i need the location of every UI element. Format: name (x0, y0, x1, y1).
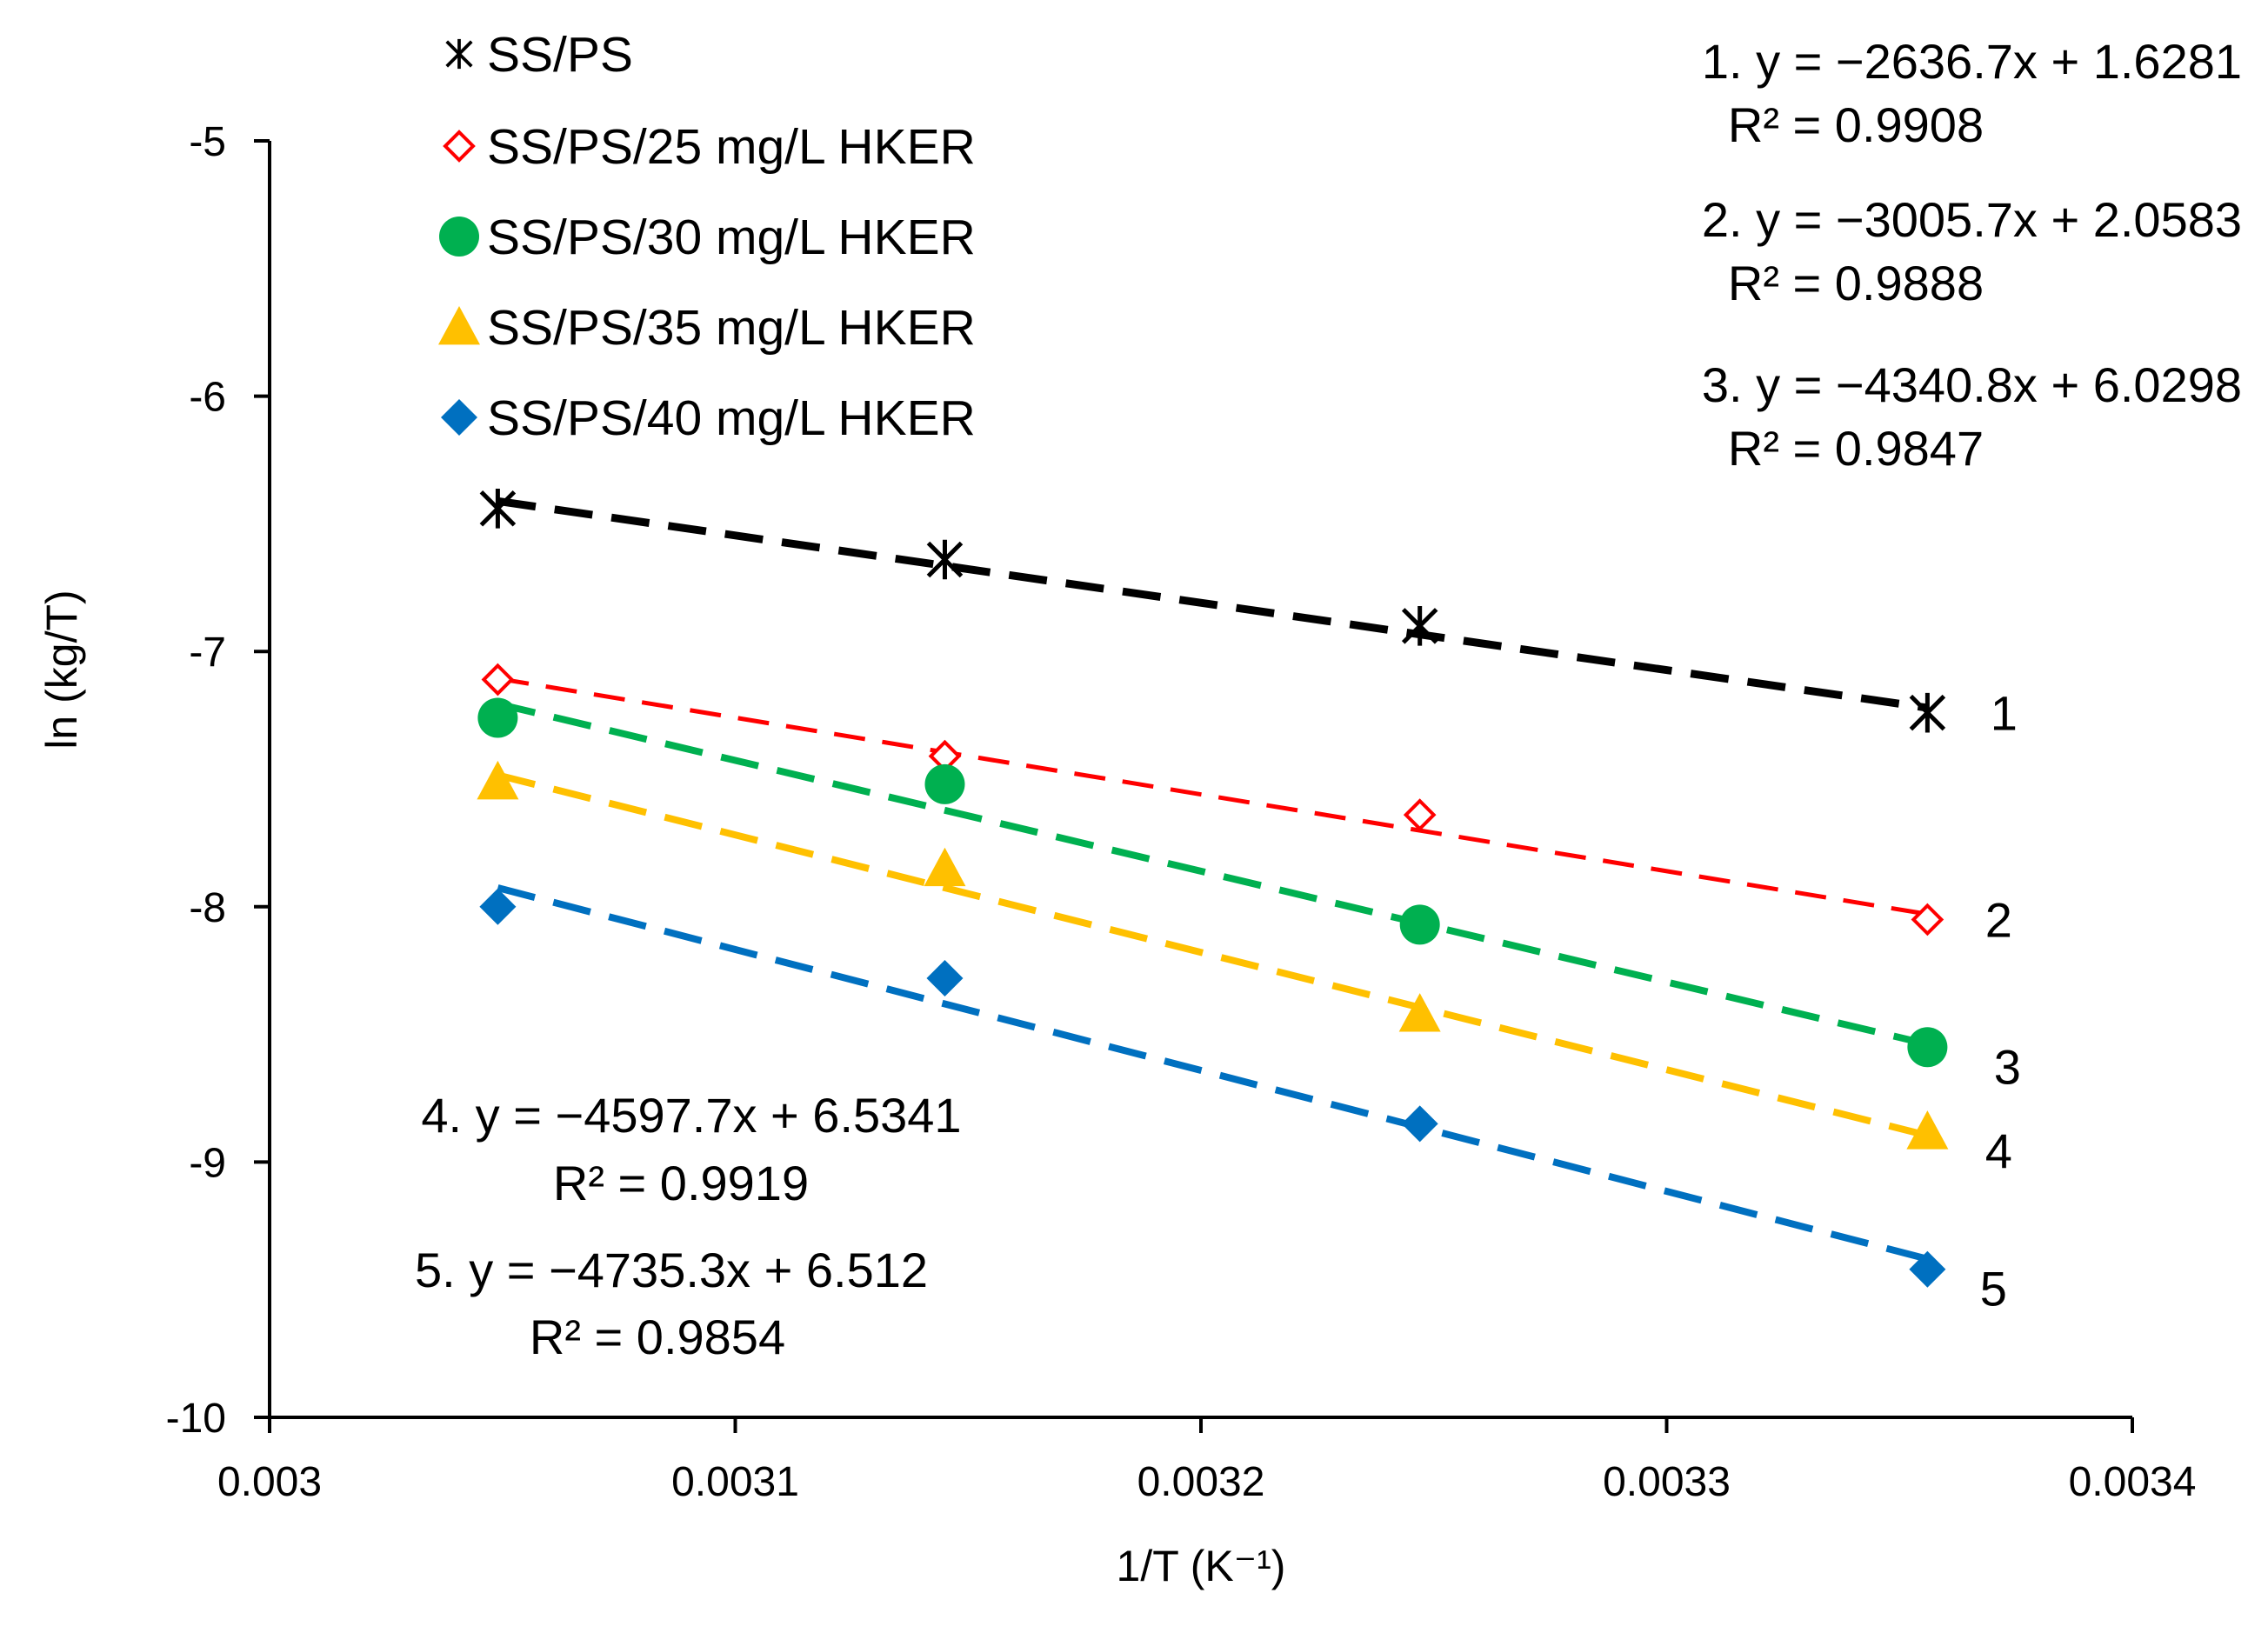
series-number-label: 1 (1991, 686, 2018, 741)
r-squared-text: R² = 0.9888 (1728, 256, 1984, 310)
equation-text: 2. y = −3005.7x + 2.0583 (1702, 192, 2242, 247)
y-axis-title: ln (kg/T) (37, 590, 86, 749)
data-point-series-4 (1398, 993, 1441, 1032)
diamond-open-shape (481, 663, 515, 697)
r-squared-text: R² = 0.9919 (553, 1156, 809, 1210)
data-point-series-1 (926, 539, 964, 580)
legend-label: SS/PS/30 mg/L HKER (487, 210, 976, 265)
data-point-series-3 (924, 763, 965, 804)
y-tick-label: -9 (189, 1140, 226, 1186)
legend-marker (441, 399, 477, 436)
x-tick-label: 0.0033 (1603, 1459, 1731, 1505)
circle-shape (439, 217, 479, 257)
circle-shape (1907, 1027, 1948, 1068)
x-axis-ticks: 0.003 0.0031 0.0032 0.0033 0.0034 (217, 1417, 2196, 1505)
data-point-series-2 (481, 663, 515, 697)
x-tick-label: 0.0032 (1137, 1459, 1265, 1505)
data-point-series-3 (1399, 904, 1440, 945)
series-number-labels: 1 2 3 4 5 (1980, 686, 2021, 1316)
triangle-shape (1906, 1110, 1949, 1150)
diamond-open-shape (1911, 903, 1944, 936)
diamond-open-shape (443, 130, 476, 163)
series-number-label: 4 (1985, 1123, 2012, 1178)
diamond-shape (926, 960, 964, 997)
diamond-open-shape (1403, 798, 1437, 831)
y-tick-label: -7 (189, 630, 226, 676)
legend: SS/PS SS/PS/25 mg/L HKER SS/PS/30 mg/L HKE… (438, 27, 976, 446)
equation-text: 4. y = −4597.7x + 6.5341 (421, 1088, 961, 1143)
series-number-label: 2 (1985, 892, 2012, 947)
circle-shape (477, 697, 518, 738)
y-tick-label: -10 (166, 1396, 226, 1442)
data-point-series-1 (1401, 606, 1438, 646)
y-axis-ticks: -5 -6 -7 -8 -9 -10 (166, 119, 270, 1442)
r-squared-text: R² = 0.9908 (1728, 97, 1984, 152)
equation-text: 3. y = −4340.8x + 6.0298 (1702, 357, 2242, 412)
x-tick-label: 0.0034 (2069, 1459, 2197, 1505)
equation-text: 5. y = −4735.3x + 6.512 (415, 1243, 928, 1297)
data-point-series-2 (1911, 903, 1944, 936)
data-point-series-3 (1907, 1027, 1948, 1068)
diamond-shape (441, 399, 477, 436)
legend-marker (445, 38, 473, 70)
legend-label: SS/PS/40 mg/L HKER (487, 390, 976, 446)
r-squared-text: R² = 0.9847 (1728, 421, 1984, 476)
triangle-shape (924, 847, 966, 887)
data-point-series-4 (1906, 1110, 1949, 1150)
data-point-series-5 (479, 888, 517, 925)
y-tick-label: -6 (189, 375, 226, 421)
legend-marker (439, 217, 479, 257)
data-point-series-2 (1403, 798, 1437, 831)
legend-label: SS/PS/35 mg/L HKER (487, 300, 976, 356)
trendline-5 (497, 884, 1929, 1263)
trendline-equations: 1. y = −2636.7x + 1.6281 R² = 0.9908 2. y … (415, 34, 2242, 1364)
data-point-series-5 (1909, 1250, 1946, 1288)
data-point-series-4 (924, 847, 966, 887)
x-tick-label: 0.003 (217, 1459, 322, 1505)
data-point-series-5 (1401, 1105, 1438, 1143)
legend-label: SS/PS (487, 27, 633, 83)
data-point-series-4 (477, 760, 519, 800)
data-point-series-1 (479, 488, 517, 529)
diamond-shape (1401, 1105, 1438, 1143)
legend-marker (438, 306, 480, 345)
y-tick-label: -8 (189, 885, 226, 931)
legend-marker (443, 130, 476, 163)
y-tick-label: -5 (189, 119, 226, 165)
x-tick-label: 0.0031 (671, 1459, 799, 1505)
triangle-shape (438, 306, 480, 345)
circle-shape (924, 763, 965, 804)
triangle-shape (477, 760, 519, 800)
data-point-series-1 (1909, 692, 1946, 733)
trendline-3 (497, 700, 1929, 1048)
legend-label: SS/PS/25 mg/L HKER (487, 119, 976, 175)
circle-shape (1399, 904, 1440, 945)
triangle-shape (1398, 993, 1441, 1032)
data-point-series-5 (926, 960, 964, 997)
data-markers (477, 488, 1949, 1288)
data-point-series-3 (477, 697, 518, 738)
r-squared-text: R² = 0.9854 (530, 1310, 785, 1364)
x-axis-title: 1/T (K⁻¹) (1117, 1542, 1286, 1590)
trendline-4 (497, 771, 1929, 1139)
trendline-1 (497, 497, 1929, 712)
series-number-label: 3 (1994, 1039, 2021, 1094)
series-number-label: 5 (1980, 1262, 2007, 1316)
trendlines (497, 497, 1929, 1263)
diamond-shape (1909, 1250, 1946, 1288)
equation-text: 1. y = −2636.7x + 1.6281 (1702, 34, 2242, 89)
diamond-shape (479, 888, 517, 925)
